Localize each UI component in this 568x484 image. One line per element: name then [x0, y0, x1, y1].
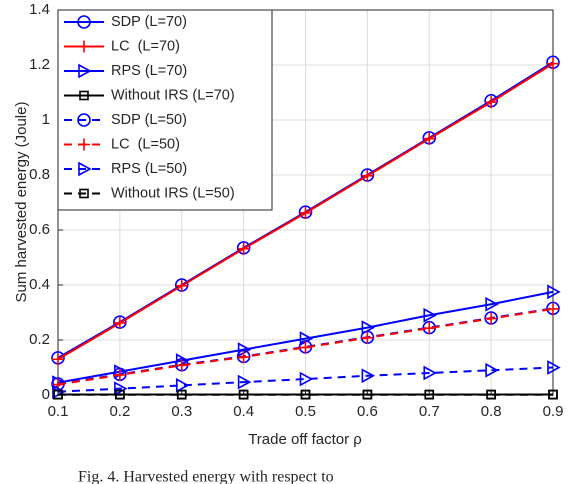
- marker: [237, 242, 250, 255]
- marker: [113, 368, 126, 381]
- marker: [423, 365, 437, 381]
- legend-marker: [79, 188, 89, 199]
- legend-marker: [77, 113, 91, 127]
- y-tick-label: 0: [42, 386, 50, 403]
- marker: [361, 368, 376, 384]
- y-tick-label: 1.4: [29, 1, 50, 18]
- marker: [486, 389, 496, 400]
- series-line: [57, 366, 554, 393]
- x-tick-label: 0.1: [48, 403, 69, 420]
- legend-label: Without IRS (L=70): [111, 87, 235, 103]
- y-tick-label: 1.2: [29, 56, 50, 73]
- marker: [175, 279, 188, 292]
- x-tick-label: 0.3: [171, 403, 192, 420]
- marker: [237, 351, 250, 364]
- legend-label: RPS (L=70): [111, 63, 187, 79]
- marker: [485, 362, 499, 378]
- x-tick-label: 0.4: [233, 403, 254, 420]
- legend-marker: [78, 63, 92, 79]
- marker: [485, 312, 498, 325]
- y-tick-label: 1: [42, 111, 50, 128]
- legend-box: [57, 9, 273, 211]
- marker: [237, 374, 252, 390]
- x-tick-label: 0.7: [419, 403, 440, 420]
- legend-label: LC (L=70): [111, 38, 180, 54]
- marker: [115, 389, 125, 400]
- x-axis-label: Trade off factor ρ: [248, 431, 362, 448]
- x-tick-label: 0.2: [109, 403, 130, 420]
- legend-label: LC (L=50): [111, 136, 180, 152]
- marker: [547, 360, 561, 375]
- y-tick-label: 0.6: [29, 221, 50, 238]
- marker: [53, 389, 63, 400]
- marker: [423, 322, 436, 335]
- marker: [424, 389, 435, 400]
- marker: [547, 284, 561, 300]
- marker: [238, 389, 249, 400]
- x-tick-label: 0.5: [295, 403, 316, 420]
- legend-marker: [78, 161, 92, 177]
- x-tick-label: 0.9: [543, 403, 564, 420]
- marker: [176, 389, 187, 400]
- legend-marker: [79, 90, 89, 101]
- marker: [547, 57, 559, 70]
- marker: [361, 169, 374, 182]
- x-tick-label: 0.6: [357, 403, 378, 420]
- caption: Fig. 4. Harvested energy with respect to: [78, 469, 334, 484]
- y-axis-label: Sum harvested energy (Joule): [13, 102, 30, 303]
- legend-marker: [78, 138, 90, 151]
- marker: [300, 389, 311, 400]
- x-tick-label: 0.8: [481, 403, 502, 420]
- marker: [423, 307, 437, 323]
- marker: [175, 359, 188, 372]
- y-tick-label: 0.4: [29, 276, 50, 293]
- marker: [362, 389, 373, 400]
- marker: [52, 353, 64, 366]
- legend-marker: [77, 15, 91, 29]
- legend-marker: [78, 40, 90, 53]
- marker: [485, 96, 498, 109]
- y-tick-label: 0.8: [29, 166, 50, 183]
- marker: [299, 341, 312, 354]
- series-line: [57, 290, 554, 384]
- legend-label: Without IRS (L=50): [111, 185, 235, 201]
- legend-label: SDP (L=70): [111, 14, 187, 30]
- marker: [114, 381, 128, 397]
- marker: [485, 296, 499, 312]
- y-tick-label: 0.2: [29, 331, 50, 348]
- marker: [299, 371, 314, 387]
- marker: [299, 206, 312, 219]
- marker: [548, 389, 558, 400]
- marker: [361, 331, 374, 344]
- marker: [547, 302, 559, 315]
- marker: [423, 132, 436, 145]
- legend-label: SDP (L=50): [111, 112, 187, 128]
- marker: [175, 378, 190, 393]
- legend-label: RPS (L=50): [111, 161, 187, 177]
- marker: [113, 316, 126, 329]
